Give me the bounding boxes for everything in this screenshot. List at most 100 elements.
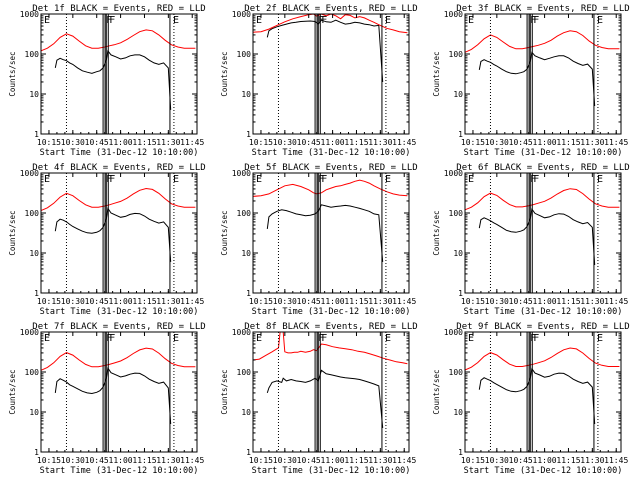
y-tick-label: 1 <box>34 130 39 139</box>
events-series-line <box>266 204 384 262</box>
x-tick-label: 10:15 <box>37 297 61 306</box>
panel-title: Det 6f BLACK = Events, RED = LLD <box>456 163 629 173</box>
y-tick-label: 100 <box>237 50 252 59</box>
x-tick-label: 10:15 <box>249 138 273 147</box>
flag-label: E <box>256 174 262 185</box>
y-tick-label: 1000 <box>444 328 463 337</box>
x-tick-label: 11:45 <box>604 138 628 147</box>
x-tick-label: 11:15 <box>556 297 580 306</box>
y-axis-label: Counts/sec <box>220 369 229 414</box>
y-tick-label: 1 <box>34 289 39 298</box>
lld-series-line <box>252 13 408 34</box>
x-axis-label: Start Time (31-Dec-12 10:10:00) <box>252 466 411 476</box>
y-tick-label: 10 <box>241 249 251 258</box>
y-axis-label: Counts/sec <box>432 210 441 255</box>
panel-title: Det 8f BLACK = Events, RED = LLD <box>244 322 417 332</box>
x-tick-label: 11:15 <box>556 138 580 147</box>
y-tick-label: 1 <box>458 448 463 457</box>
x-axis-label: Start Time (31-Dec-12 10:10:00) <box>252 307 411 317</box>
plot-frame <box>40 13 198 135</box>
flag-label: F <box>318 15 324 26</box>
x-tick-label: 10:45 <box>85 138 109 147</box>
flag-label: F <box>106 15 112 26</box>
events-series-line <box>54 207 172 262</box>
y-tick-label: 10 <box>241 90 251 99</box>
x-tick-label: 10:30 <box>273 456 297 465</box>
x-tick-label: 10:30 <box>61 297 85 306</box>
x-tick-label: 10:45 <box>509 138 533 147</box>
plot-frame <box>252 172 410 294</box>
flag-label: F <box>318 333 324 344</box>
x-tick-label: 11:00 <box>533 456 557 465</box>
x-tick-label: 10:15 <box>461 138 485 147</box>
x-tick-label: 10:30 <box>485 456 509 465</box>
flag-label: E <box>468 15 474 26</box>
x-tick-label: 11:30 <box>368 297 392 306</box>
panel-title: Det 5f BLACK = Events, RED = LLD <box>244 163 417 173</box>
x-tick-label: 10:30 <box>485 297 509 306</box>
y-tick-label: 100 <box>25 368 40 377</box>
flag-label: F <box>321 174 327 185</box>
y-tick-label: 10 <box>29 408 39 417</box>
flag-label: F <box>321 15 327 26</box>
panel-title: Det 4f BLACK = Events, RED = LLD <box>32 163 205 173</box>
y-tick-label: 10 <box>29 90 39 99</box>
flag-label: F <box>109 174 115 185</box>
y-axis-label: Counts/sec <box>8 210 17 255</box>
y-tick-label: 10 <box>453 90 463 99</box>
x-tick-label: 11:15 <box>132 456 156 465</box>
plot-frame <box>40 331 198 453</box>
x-tick-label: 10:30 <box>273 138 297 147</box>
flag-label: F <box>106 333 112 344</box>
flag-label: E <box>44 174 50 185</box>
y-tick-label: 100 <box>237 209 252 218</box>
y-tick-label: 10 <box>241 408 251 417</box>
plot-frame <box>464 13 622 135</box>
x-tick-label: 10:45 <box>297 297 321 306</box>
y-tick-label: 1 <box>458 130 463 139</box>
x-tick-label: 11:45 <box>180 138 204 147</box>
lld-series-line <box>252 331 408 365</box>
x-axis-label: Start Time (31-Dec-12 10:10:00) <box>252 148 411 158</box>
flag-label: E <box>256 15 262 26</box>
x-tick-label: 10:15 <box>249 297 273 306</box>
flag-label: F <box>533 174 539 185</box>
lld-series-line <box>464 347 620 371</box>
x-tick-label: 11:30 <box>156 297 180 306</box>
y-tick-label: 1 <box>246 448 251 457</box>
panel-title: Det 7f BLACK = Events, RED = LLD <box>32 322 205 332</box>
panel-title: Det 2f BLACK = Events, RED = LLD <box>244 4 417 14</box>
x-tick-label: 11:30 <box>156 138 180 147</box>
x-tick-label: 10:45 <box>297 138 321 147</box>
x-axis-label: Start Time (31-Dec-12 10:10:00) <box>464 148 623 158</box>
x-tick-label: 11:00 <box>533 297 557 306</box>
x-tick-label: 11:00 <box>321 138 345 147</box>
lld-series-line <box>40 29 196 52</box>
flag-label: E <box>385 15 391 26</box>
y-tick-label: 1000 <box>232 169 251 178</box>
x-tick-label: 11:15 <box>344 138 368 147</box>
lld-series-line <box>252 179 408 197</box>
events-series-line <box>478 367 596 425</box>
y-tick-label: 1000 <box>444 169 463 178</box>
events-series-line <box>54 49 172 110</box>
flag-label: E <box>597 15 603 26</box>
x-tick-label: 11:30 <box>580 456 604 465</box>
flag-label: E <box>173 15 179 26</box>
y-tick-label: 1000 <box>444 10 463 19</box>
flag-label: E <box>468 174 474 185</box>
flag-label: F <box>530 15 536 26</box>
y-tick-label: 1000 <box>232 10 251 19</box>
y-tick-label: 100 <box>237 368 252 377</box>
lld-series-line <box>40 347 196 371</box>
x-tick-label: 10:30 <box>273 297 297 306</box>
x-tick-label: 11:00 <box>109 456 133 465</box>
x-axis-label: Start Time (31-Dec-12 10:10:00) <box>40 466 199 476</box>
y-axis-label: Counts/sec <box>220 51 229 96</box>
